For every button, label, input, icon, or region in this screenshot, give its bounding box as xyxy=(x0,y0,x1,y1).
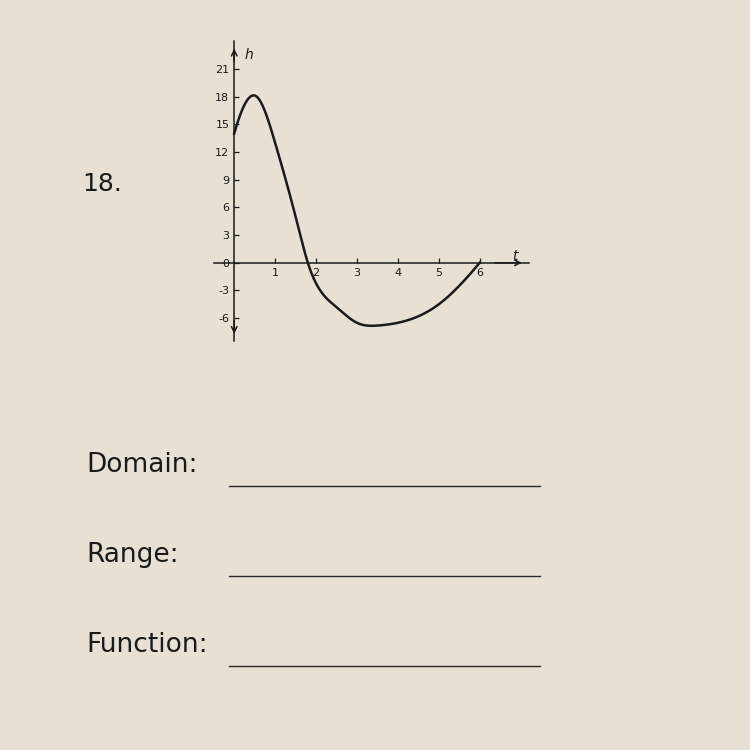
Text: t: t xyxy=(512,249,518,263)
Text: Domain:: Domain: xyxy=(86,452,198,478)
Text: 18.: 18. xyxy=(82,172,122,196)
Text: Function:: Function: xyxy=(86,632,208,658)
Text: h: h xyxy=(244,48,253,62)
Text: Range:: Range: xyxy=(86,542,178,568)
